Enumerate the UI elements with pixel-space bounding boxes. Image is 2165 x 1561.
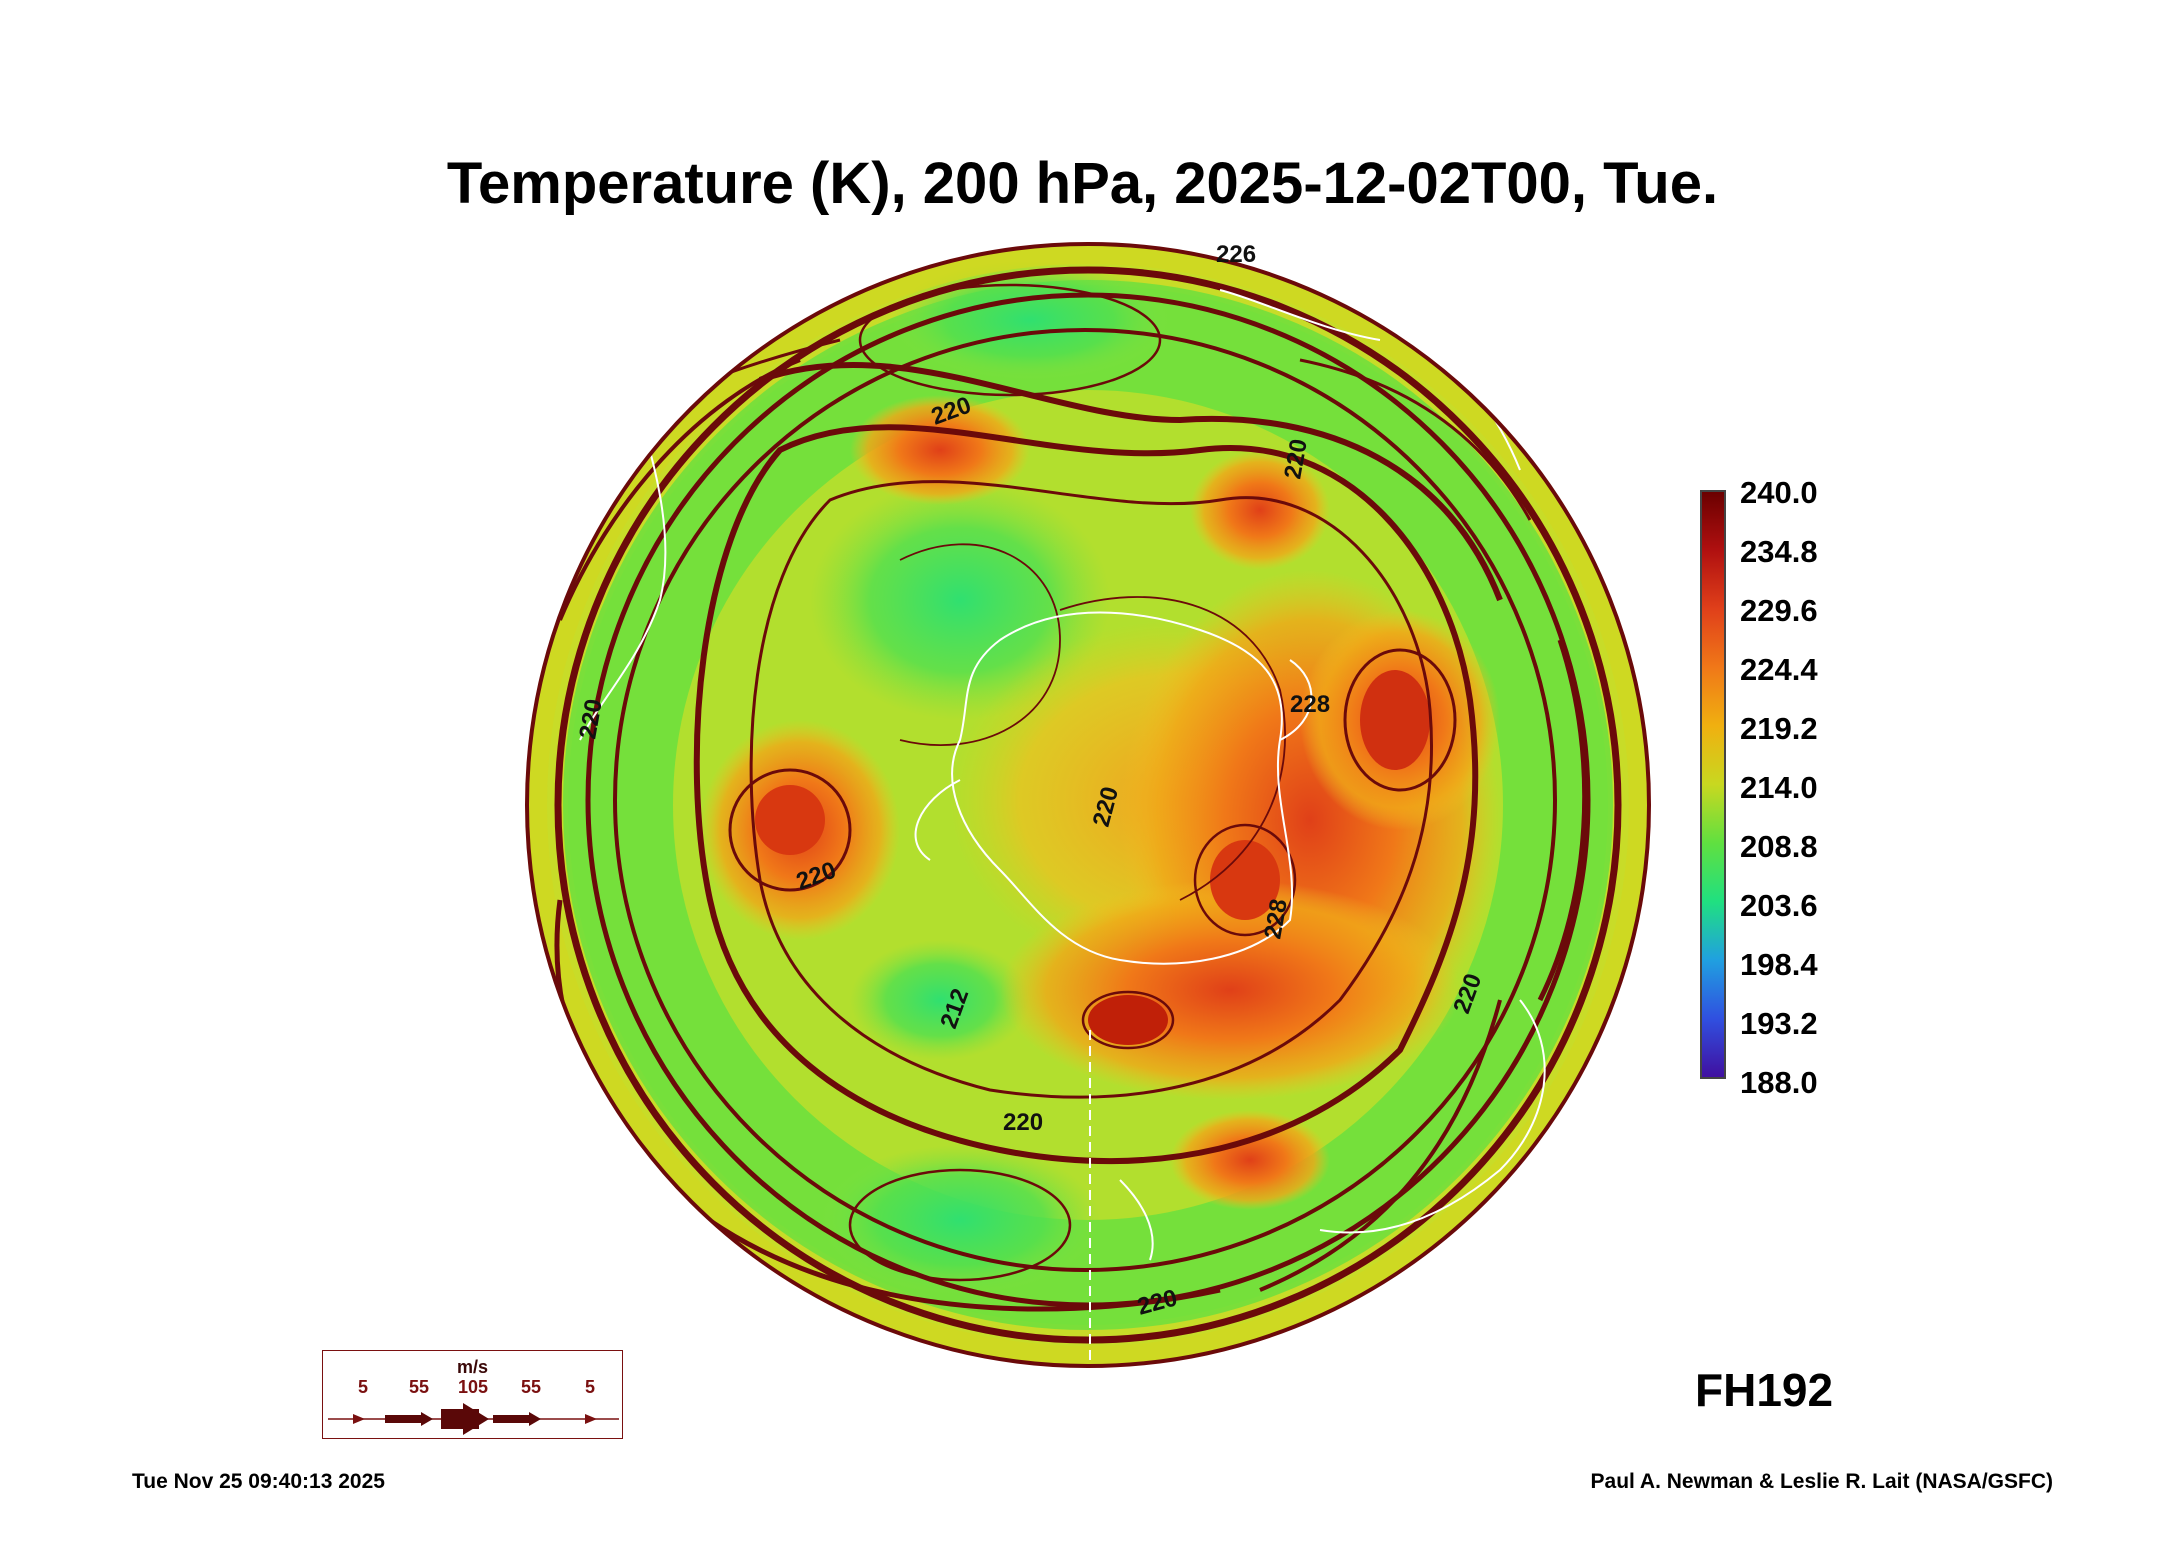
footer-credit: Paul A. Newman & Leslie R. Lait (NASA/GS… (1590, 1470, 2053, 1493)
colorbar-label: 188.0 (1740, 1065, 1818, 1100)
colorbar-label: 198.4 (1740, 947, 1818, 982)
colorbar-label: 208.8 (1740, 829, 1818, 864)
globe-border (525, 242, 1651, 1368)
colorbar-label: 240.0 (1740, 475, 1818, 510)
wind-legend-value: 55 (408, 1377, 430, 1397)
colorbar (1700, 490, 1726, 1079)
colorbar-label: 214.0 (1740, 770, 1818, 805)
colorbar-label: 224.4 (1740, 652, 1818, 687)
wind-legend-value: 5 (584, 1377, 596, 1397)
wind-legend-unit: m/s (456, 1357, 489, 1377)
wind-legend-value: 5 (357, 1377, 369, 1397)
temperature-field (527, 244, 1649, 1366)
footer-timestamp: Tue Nov 25 09:40:13 2025 (132, 1470, 385, 1493)
colorbar-label: 229.6 (1740, 593, 1818, 628)
wind-legend-arrows (328, 1403, 619, 1435)
contour-label: 226 (1216, 241, 1256, 268)
streamlines (554, 266, 1622, 1344)
wind-legend-value: 55 (520, 1377, 542, 1397)
contour-label: 220 (1003, 1109, 1043, 1136)
colorbar-label: 234.8 (1740, 534, 1818, 569)
map-title: Temperature (K), 200 hPa, 2025-12-02T00,… (446, 151, 1719, 216)
colorbar-label: 193.2 (1740, 1006, 1818, 1041)
wind-legend: m/s 5 55 105 55 5 (322, 1350, 623, 1439)
colorbar-label: 219.2 (1740, 711, 1818, 746)
colorbar-label: 203.6 (1740, 888, 1818, 923)
contour-label: 228 (1290, 691, 1330, 718)
forecast-hour: FH192 (1695, 1364, 1834, 1416)
wind-legend-value: 105 (457, 1377, 489, 1397)
